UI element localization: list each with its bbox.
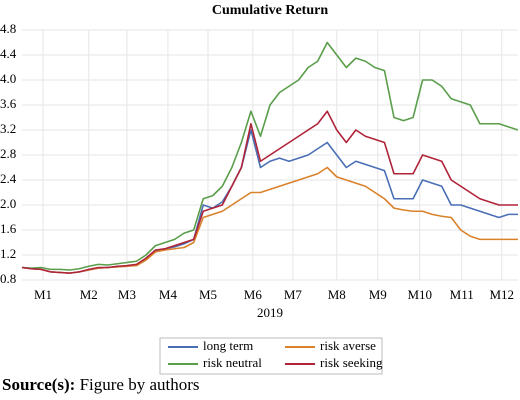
series-line (21, 129, 518, 274)
x-tick-label: M12 (490, 287, 515, 302)
source: Source(s): Figure by authors (2, 375, 200, 394)
x-tick-label: M2 (80, 287, 98, 302)
legend-label: long term (203, 338, 253, 353)
series-line (21, 166, 518, 274)
y-tick-label: 1.2 (0, 246, 16, 261)
y-tick-label: 2.0 (0, 196, 16, 211)
source-label: Source(s): (2, 375, 75, 394)
y-tick-label: 4.8 (0, 21, 16, 36)
y-tick-label: 1.6 (0, 221, 17, 236)
x-tick-label: M5 (199, 287, 217, 302)
y-tick-label: 3.6 (0, 96, 17, 111)
y-tick-label: 3.2 (0, 121, 16, 136)
y-tick-label: 4.0 (0, 71, 16, 86)
series-line (21, 110, 518, 274)
y-tick-label: 2.4 (0, 171, 17, 186)
source-text: Figure by authors (80, 375, 200, 394)
x-tick-label: M3 (118, 287, 136, 302)
x-tick-label: M9 (369, 287, 387, 302)
x-tick-label: M10 (407, 287, 432, 302)
x-tick-label: M11 (450, 287, 474, 302)
chart-title: Cumulative Return (212, 3, 328, 18)
legend-label: risk averse (320, 338, 376, 353)
legend-label: risk neutral (203, 355, 262, 370)
x-tick-label: M8 (328, 287, 346, 302)
legend-label: risk seeking (320, 355, 383, 370)
x-tick-label: M6 (244, 287, 263, 302)
y-tick-label: 4.4 (0, 46, 17, 61)
x-tick-label: M7 (284, 287, 303, 302)
y-tick-label: 2.8 (0, 146, 16, 161)
x-tick-label: M1 (34, 287, 52, 302)
x-tick-label: M4 (159, 287, 178, 302)
y-tick-label: 0.8 (0, 271, 16, 286)
legend-box (159, 337, 383, 375)
series-line (21, 41, 519, 271)
x-axis-label: 2019 (257, 305, 283, 320)
